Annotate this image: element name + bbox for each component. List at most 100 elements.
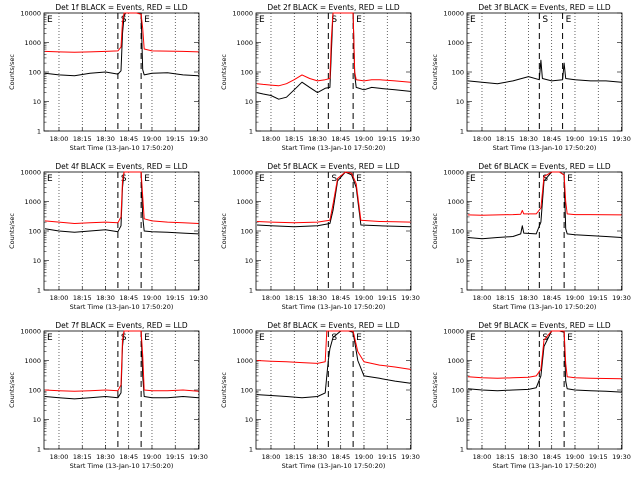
- x-tick-label: 18:00: [262, 135, 281, 143]
- x-axis-label: Start Time (13-Jan-10 17:50:20): [282, 303, 386, 311]
- chart-title: Det 3f BLACK = Events, RED = LLD: [478, 3, 611, 12]
- series-line-lld: [467, 171, 622, 216]
- event-marker-label: E: [144, 333, 150, 343]
- y-axis-label: Counts/sec: [220, 372, 228, 408]
- y-axis-label: Counts/sec: [431, 54, 439, 90]
- x-tick-label: 19:00: [355, 135, 374, 143]
- panel-det-7: Det 7f BLACK = Events, RED = LLD 18:00 18:…: [8, 321, 208, 470]
- panel-det-1: Det 1f BLACK = Events, RED = LLD 18:00 18:…: [8, 3, 208, 152]
- x-tick-label: 19:00: [143, 135, 162, 143]
- y-tick-label: 1: [249, 128, 253, 136]
- panel-det-8: Det 8f BLACK = Events, RED = LLD 18:00 18:…: [220, 321, 420, 470]
- x-tick-label: 19:30: [612, 135, 631, 143]
- x-tick-label: 18:00: [473, 135, 492, 143]
- x-tick-label: 18:45: [331, 294, 350, 302]
- chart-title: Det 6f BLACK = Events, RED = LLD: [478, 162, 611, 171]
- x-tick-label: 18:30: [519, 453, 538, 461]
- series-line-events: [256, 12, 411, 100]
- x-tick-label: 18:00: [50, 453, 69, 461]
- panel-det-6: Det 6f BLACK = Events, RED = LLD 18:00 18:…: [431, 162, 631, 311]
- x-tick-label: 18:15: [285, 294, 304, 302]
- y-tick-label: 10: [456, 257, 464, 265]
- x-tick-label: 19:15: [166, 453, 185, 461]
- y-axis-label: Counts/sec: [8, 213, 16, 249]
- x-tick-label: 18:30: [96, 135, 115, 143]
- panel-det-9: Det 9f BLACK = Events, RED = LLD 18:00 18:…: [431, 321, 631, 470]
- y-tick-label: 10: [33, 416, 41, 424]
- series-line-lld: [44, 330, 199, 392]
- event-marker-label: E: [144, 15, 150, 25]
- series-line-lld: [256, 12, 411, 87]
- y-tick-label: 1: [460, 128, 464, 136]
- event-marker-label: E: [356, 174, 362, 184]
- x-tick-label: 19:00: [566, 453, 585, 461]
- y-tick-label: 1: [37, 128, 41, 136]
- x-tick-label: 19:30: [612, 453, 631, 461]
- y-tick-label: 10: [245, 98, 253, 106]
- x-axis-label: Start Time (13-Jan-10 17:50:20): [70, 462, 174, 470]
- x-tick-label: 18:30: [96, 294, 115, 302]
- event-marker-label: E: [144, 174, 150, 184]
- y-tick-label: 1: [460, 287, 464, 295]
- y-tick-label: 1000: [236, 39, 253, 47]
- y-tick-label: 100: [452, 228, 464, 236]
- panel-det-5: Det 5f BLACK = Events, RED = LLD 18:00 18:…: [220, 162, 420, 311]
- x-axis-label: Start Time (13-Jan-10 17:50:20): [70, 303, 174, 311]
- y-tick-label: 100: [29, 69, 41, 77]
- x-tick-label: 18:15: [496, 294, 515, 302]
- x-tick-label: 18:30: [519, 135, 538, 143]
- y-tick-label: 10: [456, 416, 464, 424]
- x-tick-label: 18:45: [331, 135, 350, 143]
- y-tick-label: 10000: [232, 10, 253, 18]
- panel-det-2: Det 2f BLACK = Events, RED = LLD 18:00 18:…: [220, 3, 420, 152]
- y-tick-label: 100: [241, 387, 253, 395]
- x-tick-label: 18:00: [473, 453, 492, 461]
- event-marker-label: E: [470, 15, 476, 25]
- x-tick-label: 19:15: [166, 294, 185, 302]
- y-tick-label: 10000: [232, 328, 253, 336]
- x-tick-label: 18:15: [285, 135, 304, 143]
- y-tick-label: 1000: [24, 357, 41, 365]
- x-tick-label: 19:30: [189, 453, 208, 461]
- x-tick-label: 18:45: [119, 453, 138, 461]
- x-tick-label: 18:15: [73, 135, 92, 143]
- series-line-lld: [44, 171, 199, 224]
- y-tick-label: 10000: [20, 169, 41, 177]
- x-tick-label: 18:15: [496, 453, 515, 461]
- y-tick-label: 1: [249, 287, 253, 295]
- plot-frame: [255, 330, 412, 450]
- x-tick-label: 19:00: [143, 294, 162, 302]
- event-marker-label: E: [356, 333, 362, 343]
- x-tick-label: 19:00: [355, 294, 374, 302]
- chart-title: Det 9f BLACK = Events, RED = LLD: [478, 321, 611, 330]
- x-axis-label: Start Time (13-Jan-10 17:50:20): [70, 144, 174, 152]
- event-marker-label: E: [259, 174, 265, 184]
- y-tick-label: 1000: [24, 198, 41, 206]
- x-tick-label: 18:30: [96, 453, 115, 461]
- event-marker-label: S: [542, 15, 548, 25]
- x-tick-label: 19:30: [189, 294, 208, 302]
- plot-frame: [255, 12, 412, 132]
- x-tick-label: 18:45: [331, 453, 350, 461]
- y-tick-label: 1000: [447, 198, 464, 206]
- series-line-lld: [256, 171, 411, 224]
- y-tick-label: 10000: [443, 169, 464, 177]
- y-axis-label: Counts/sec: [220, 54, 228, 90]
- y-tick-label: 1000: [447, 357, 464, 365]
- y-axis-label: Counts/sec: [431, 372, 439, 408]
- event-marker-label: E: [47, 333, 53, 343]
- event-marker-label: E: [470, 333, 476, 343]
- series-line-lld: [44, 12, 199, 53]
- event-marker-label: E: [567, 174, 573, 184]
- x-tick-label: 18:30: [308, 135, 327, 143]
- x-tick-label: 19:00: [355, 453, 374, 461]
- event-marker-label: E: [259, 333, 265, 343]
- y-tick-label: 100: [452, 69, 464, 77]
- chart-title: Det 5f BLACK = Events, RED = LLD: [267, 162, 400, 171]
- series-line-events: [467, 59, 622, 85]
- chart-title: Det 2f BLACK = Events, RED = LLD: [267, 3, 400, 12]
- y-tick-label: 1: [37, 287, 41, 295]
- series-line-events: [256, 330, 411, 399]
